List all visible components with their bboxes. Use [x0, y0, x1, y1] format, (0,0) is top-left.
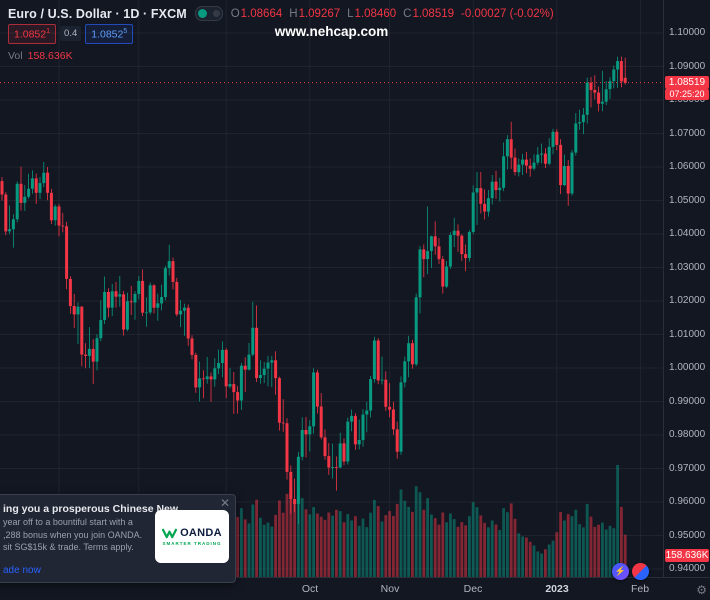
price-axis-label: 1.10000	[669, 27, 706, 38]
time-axis-label: Feb	[630, 583, 650, 595]
symbol-toggle[interactable]	[194, 6, 223, 21]
volume-legend: Vol 158.636K	[8, 50, 73, 62]
oanda-wave-icon	[162, 528, 178, 538]
low-value: 1.08460	[354, 7, 397, 20]
price-axis-label: 0.94000	[669, 563, 706, 574]
toggle-off-dot	[212, 10, 220, 17]
gear-icon[interactable]: ⚙	[696, 583, 707, 597]
low-label: L	[347, 7, 354, 20]
red-blue-circle-icon[interactable]	[632, 563, 649, 580]
price-axis-label: 0.97000	[669, 463, 706, 474]
price-axis[interactable]: 1.08519 07:25:20 158.636K 1.10000 1.09000…	[663, 0, 710, 577]
symbol-title[interactable]: Euro / U.S. Dollar · 1D · FXCM	[8, 6, 187, 21]
price-axis-label: 1.03000	[669, 262, 706, 273]
time-axis-label: Dec	[463, 583, 483, 595]
price-axis-label: 1.02000	[669, 295, 706, 306]
price-axis-label: 0.95000	[669, 530, 706, 541]
ad-title: ing you a prosperous Chinese New	[3, 503, 179, 515]
price-axis-label: 1.05000	[669, 195, 706, 206]
time-axis-label: 2023	[545, 583, 569, 595]
ad-text-line: year off to a bountiful start with a	[3, 517, 133, 527]
price-axis-label: 0.98000	[669, 429, 706, 440]
close-value: 1.08519	[412, 7, 455, 20]
candle-countdown-badge: 07:25:20	[665, 89, 709, 100]
price-axis-label: 0.96000	[669, 496, 706, 507]
change-value: -0.00027 (-0.02%)	[461, 7, 554, 20]
volume-label: Vol	[8, 50, 23, 62]
price-axis-label: 1.06000	[669, 161, 706, 172]
oanda-logo-card[interactable]: OANDA SMARTER TRADING	[155, 510, 229, 563]
close-label: C	[403, 7, 412, 20]
oanda-logo-text: OANDA	[180, 527, 222, 539]
open-label: O	[230, 7, 240, 20]
time-axis-label: Oct	[301, 583, 319, 595]
last-price-badge: 1.08519	[665, 76, 709, 89]
price-axis-label: 0.99000	[669, 396, 706, 407]
price-axis-label: 1.00000	[669, 362, 706, 373]
ohlc-legend: O1.08664 H1.09267 L1.08460 C1.08519 -0.0…	[231, 8, 554, 20]
toggle-on-dot	[197, 9, 207, 18]
price-axis-label: 1.01000	[669, 329, 706, 340]
candlestick-chart-canvas[interactable]	[0, 0, 663, 577]
price-axis-label: 1.04000	[669, 228, 706, 239]
sell-price-button[interactable]: 1.08521	[8, 24, 57, 44]
time-axis-label: Nov	[380, 583, 400, 595]
price-axis-label: 1.09000	[669, 61, 706, 72]
open-value: 1.08664	[240, 7, 283, 20]
oanda-logo-subtext: SMARTER TRADING	[162, 541, 222, 546]
spread-value: 0.4	[60, 26, 82, 42]
volume-value: 158.636K	[27, 50, 73, 62]
trade-now-link[interactable]: ade now	[3, 565, 41, 576]
ad-text-line: sit SG$15k & trade. Terms apply.	[3, 542, 134, 552]
buy-price-button[interactable]: 1.08525	[85, 24, 134, 44]
ad-text-line: ,288 bonus when you join OANDA.	[3, 529, 143, 540]
price-axis-label: 1.07000	[669, 128, 706, 139]
volume-axis-badge: 158.636K	[665, 549, 709, 562]
oanda-ad-popup: ✕ ing you a prosperous Chinese New year …	[0, 494, 236, 583]
high-value: 1.09267	[298, 7, 341, 20]
lightning-icon[interactable]: ⚡	[612, 563, 629, 580]
high-label: H	[289, 7, 298, 20]
close-icon[interactable]: ✕	[219, 496, 230, 510]
